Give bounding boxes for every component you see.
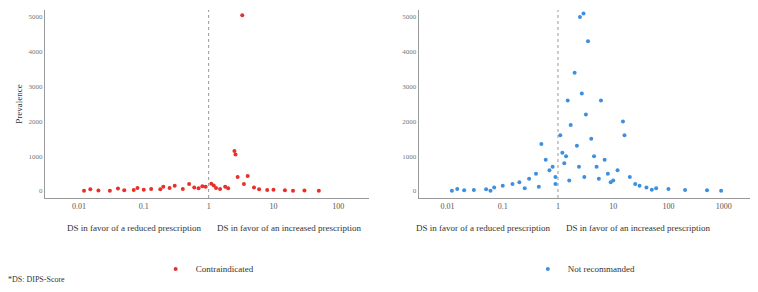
svg-text:1000: 1000 [402,153,417,161]
svg-text:0.01: 0.01 [441,202,455,211]
svg-text:100: 100 [332,202,344,211]
svg-text:Contraindicated: Contraindicated [196,264,254,274]
svg-text:3000: 3000 [402,83,417,91]
svg-text:2000: 2000 [29,118,44,126]
svg-text:10: 10 [609,202,617,211]
svg-text:0.01: 0.01 [72,202,86,211]
svg-text:3000: 3000 [29,83,44,91]
svg-text:0: 0 [39,187,43,195]
svg-text:1000: 1000 [29,153,44,161]
svg-text:100: 100 [662,202,674,211]
svg-text:DS in favor of an increased pr: DS in favor of an increased prescription [217,223,361,233]
svg-text:5000: 5000 [402,13,417,21]
svg-text:4000: 4000 [29,48,44,56]
svg-text:Prevalence: Prevalence [14,84,24,123]
svg-text:5000: 5000 [29,13,44,21]
svg-text:2000: 2000 [402,118,417,126]
svg-text:4000: 4000 [402,48,417,56]
svg-text:Not recommanded: Not recommanded [568,264,635,274]
svg-text:1: 1 [556,202,560,211]
svg-text:DS in favor of a reduced presc: DS in favor of a reduced prescription [67,223,201,233]
svg-text:0.1: 0.1 [498,202,508,211]
svg-text:1: 1 [207,202,211,211]
svg-text:DS in favor of a reduced presc: DS in favor of a reduced prescription [416,223,550,233]
svg-text:DS in favor of an increased pr: DS in favor of an increased prescription [566,223,710,233]
svg-text:0.1: 0.1 [139,202,149,211]
svg-text:1000: 1000 [716,202,732,211]
svg-text:10: 10 [269,202,277,211]
svg-text:*DS: DIPS-Score: *DS: DIPS-Score [8,275,65,284]
svg-text:0: 0 [413,187,417,195]
